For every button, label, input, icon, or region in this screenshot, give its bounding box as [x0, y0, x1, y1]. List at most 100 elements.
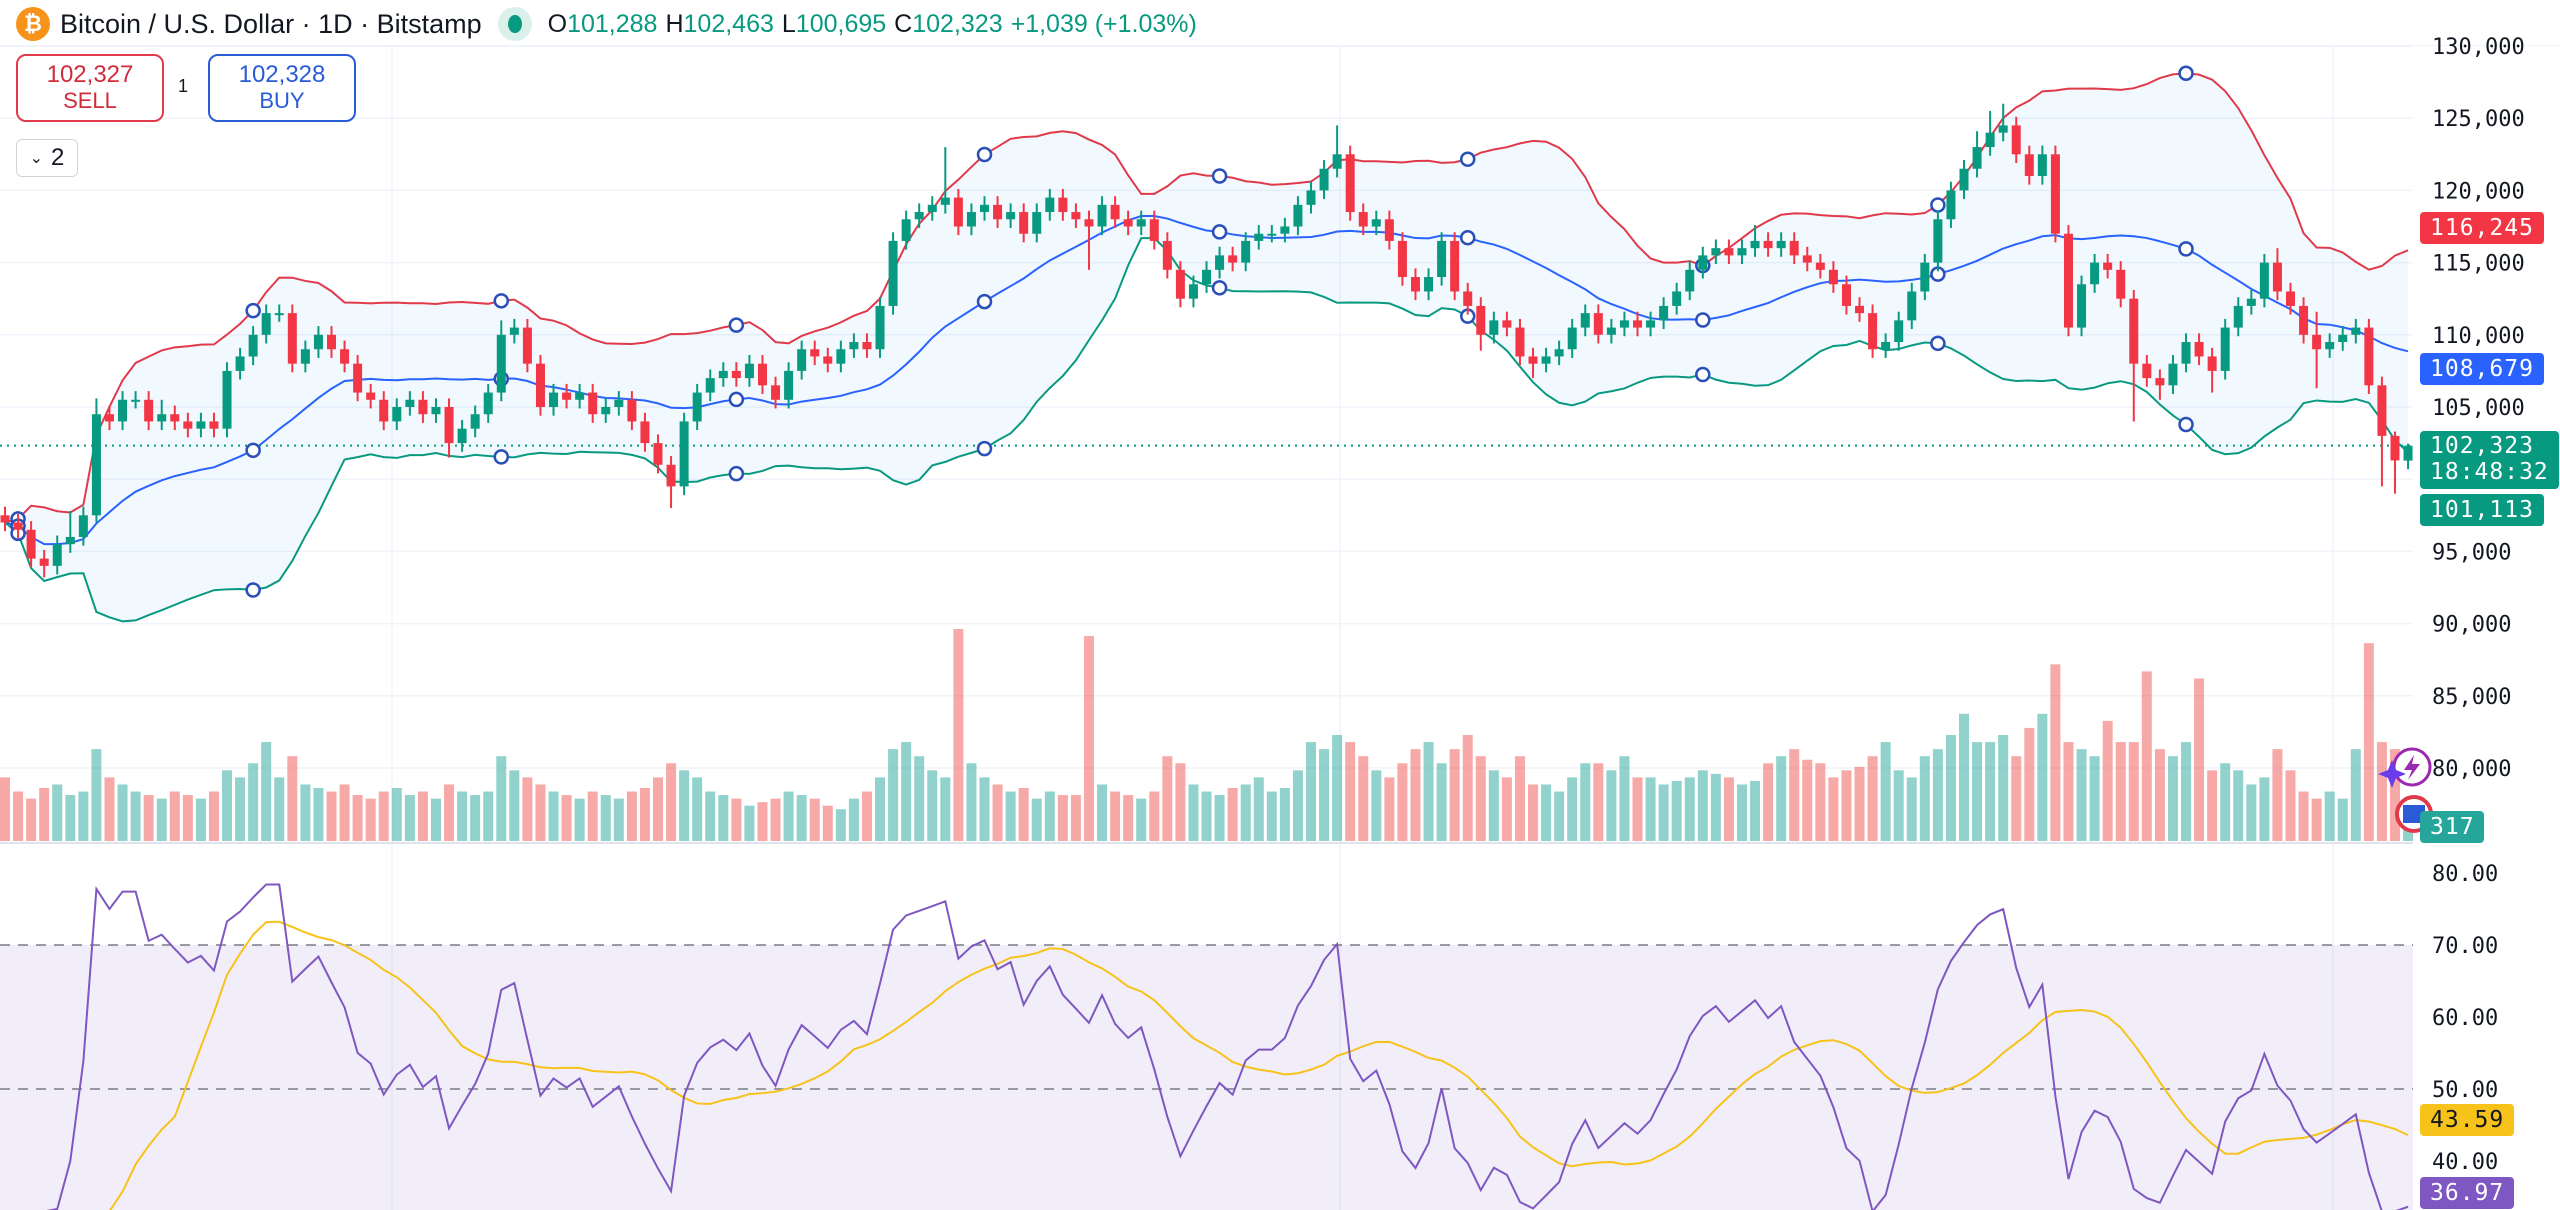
- bollinger-marker: [976, 146, 993, 163]
- candle-body: [1058, 197, 1068, 213]
- volume-bar: [757, 802, 768, 841]
- candle: [1868, 304, 1878, 358]
- candle-body: [13, 522, 23, 530]
- volume-bar: [2363, 643, 2374, 841]
- candle-body: [418, 399, 428, 415]
- volume-bar: [561, 795, 572, 841]
- candle: [2024, 145, 2034, 185]
- candle: [287, 304, 297, 373]
- volume-bar: [1684, 777, 1695, 841]
- candle-body: [1175, 269, 1185, 299]
- volume-bar: [1384, 777, 1395, 841]
- ai-assistant-icon[interactable]: [2378, 747, 2432, 788]
- candle-body: [2090, 262, 2100, 285]
- candle-body: [1868, 313, 1878, 350]
- candle-body: [2286, 291, 2295, 306]
- bollinger-marker: [1459, 229, 1476, 246]
- change-value: +1,039 (+1.03%): [1010, 9, 1197, 38]
- candle: [1724, 239, 1734, 265]
- volume-bar: [26, 798, 37, 841]
- candle: [78, 506, 88, 546]
- candle-body: [1097, 204, 1107, 227]
- candle-body: [26, 529, 36, 559]
- volume-bar: [770, 798, 781, 841]
- symbol-title[interactable]: Bitcoin / U.S. Dollar · 1D · Bitstamp: [60, 8, 482, 39]
- sell-button[interactable]: 102,327 SELL: [16, 54, 164, 122]
- candle: [39, 549, 49, 578]
- volume-bar: [104, 777, 115, 841]
- volume-bar: [1541, 784, 1552, 841]
- volume-bar: [1906, 777, 1917, 841]
- candle-body: [235, 356, 245, 371]
- candle-body: [1110, 204, 1120, 220]
- candle: [144, 391, 154, 431]
- volume-bar: [91, 749, 102, 841]
- candle-body: [287, 313, 297, 364]
- volume-bar: [1410, 749, 1421, 841]
- candle: [1123, 210, 1133, 236]
- candle: [1162, 232, 1172, 279]
- volume-bar: [953, 629, 964, 841]
- candle-body: [1280, 226, 1290, 234]
- candle-body: [1737, 248, 1747, 256]
- buy-button[interactable]: 102,328 BUY: [208, 54, 356, 122]
- volume-tag: 317: [2420, 811, 2484, 843]
- candle-body: [1332, 154, 1342, 169]
- candle-body: [392, 407, 402, 422]
- candle-body: [888, 240, 898, 306]
- candle-body: [2390, 435, 2400, 461]
- candle: [535, 355, 545, 416]
- bitcoin-icon: ₿: [16, 7, 50, 41]
- candle: [1489, 311, 1499, 344]
- candle-body: [718, 370, 728, 379]
- candle: [744, 355, 754, 387]
- candle-body: [1933, 219, 1943, 263]
- candle: [131, 391, 141, 409]
- candle-body: [1489, 320, 1499, 335]
- candle: [1371, 210, 1381, 236]
- volume-bar: [1880, 742, 1891, 841]
- candle: [562, 383, 572, 409]
- candle: [1502, 311, 1512, 337]
- volume-bar: [1619, 756, 1630, 841]
- volume-bar: [222, 770, 233, 841]
- volume-bar: [1319, 749, 1330, 841]
- candle: [1241, 232, 1251, 272]
- candle: [1985, 110, 1995, 156]
- candle: [549, 383, 559, 416]
- candle-body: [1855, 305, 1865, 314]
- volume-bar: [1671, 780, 1682, 841]
- candle-body: [914, 212, 924, 220]
- bollinger-marker: [976, 440, 993, 457]
- candle-body: [1045, 197, 1055, 213]
- candle-body: [1424, 277, 1434, 292]
- candle-body: [966, 212, 976, 227]
- candle: [1110, 196, 1120, 228]
- indicators-toggle-button[interactable]: ⌄ 2: [16, 139, 78, 177]
- candle: [1071, 203, 1081, 228]
- candle-body: [183, 421, 193, 429]
- volume-bar: [470, 795, 481, 841]
- candle: [522, 318, 532, 373]
- candle-body: [1515, 327, 1525, 357]
- volume-bar: [979, 777, 990, 841]
- candle-body: [457, 428, 467, 444]
- candle-body: [431, 407, 441, 415]
- candle-body: [2155, 378, 2165, 386]
- volume-bar: [2102, 720, 2113, 841]
- candle-body: [0, 515, 10, 523]
- candle-body: [2272, 262, 2282, 292]
- volume-bar: [1815, 763, 1826, 841]
- candle: [2338, 326, 2348, 351]
- candle-body: [104, 414, 114, 422]
- candle: [2077, 275, 2087, 337]
- bollinger-bands: [0, 65, 2413, 623]
- candle: [1959, 160, 1969, 200]
- volume-bar: [1005, 791, 1016, 841]
- price-tick-label: 85,000: [2432, 685, 2511, 710]
- price-tick-label: 95,000: [2432, 540, 2511, 565]
- volume-bar: [600, 795, 611, 841]
- symbol-header: ₿ Bitcoin / U.S. Dollar · 1D · Bitstamp …: [16, 6, 1197, 42]
- volume-bar: [653, 777, 663, 841]
